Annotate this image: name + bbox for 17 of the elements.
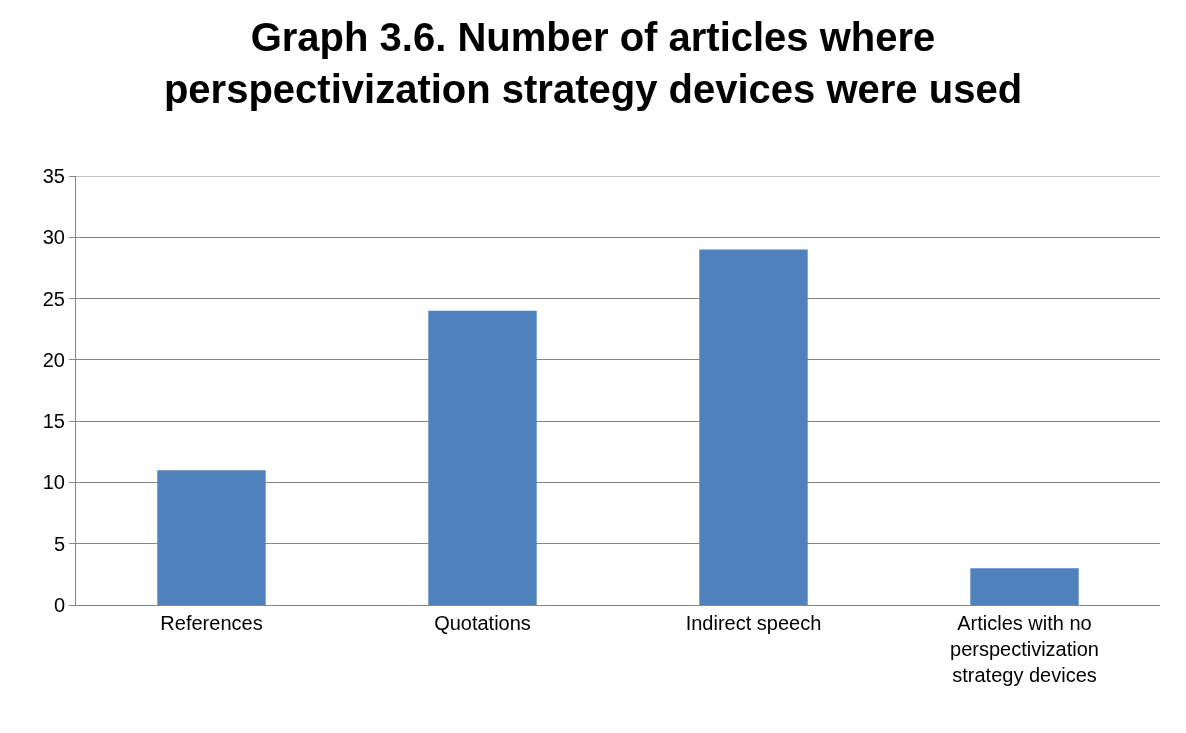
- y-tick-label: 0: [53, 594, 65, 616]
- y-tick-label: 25: [42, 287, 65, 310]
- bar: [428, 310, 537, 605]
- x-tick-label: References: [160, 612, 263, 634]
- y-tick-label: 5: [53, 532, 65, 555]
- y-tick-label: 35: [42, 165, 65, 187]
- y-tick-label: 20: [42, 348, 65, 371]
- x-tick-label: Articles with no perspectivization strategy devices: [950, 612, 1099, 686]
- bar: [157, 470, 266, 605]
- x-tick-label: Quotations: [434, 612, 531, 634]
- x-tick-label: Indirect speech: [685, 612, 822, 634]
- bar: [699, 249, 808, 605]
- chart-title: Graph 3.6. Number of articles where perspectivization strategy devices were used: [163, 15, 1023, 112]
- y-tick-label: 30: [42, 226, 65, 249]
- y-tick-label: 15: [42, 410, 65, 433]
- y-tick-label: 10: [42, 471, 65, 494]
- bar: [970, 568, 1079, 605]
